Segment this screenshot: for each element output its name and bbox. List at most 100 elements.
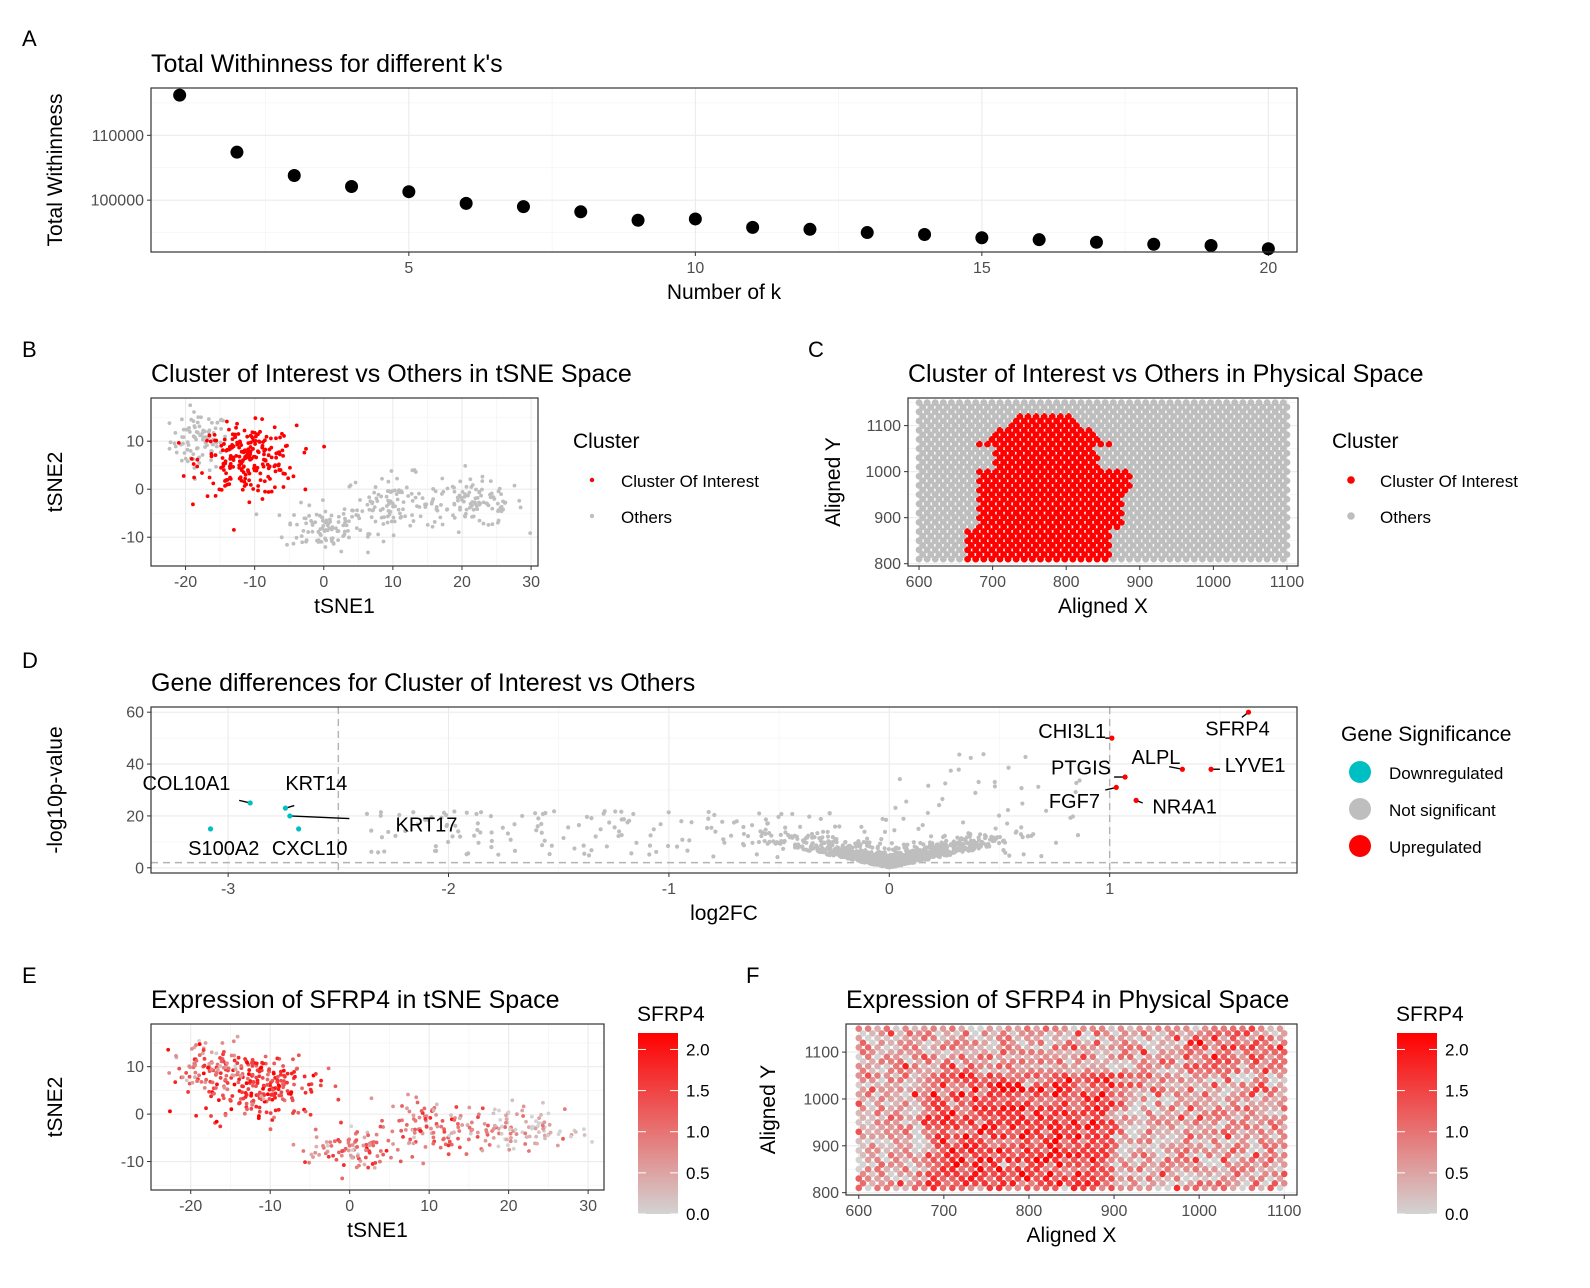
point bbox=[197, 1042, 202, 1047]
point bbox=[1081, 440, 1089, 448]
point bbox=[237, 1077, 242, 1082]
point bbox=[1261, 242, 1275, 256]
point bbox=[1259, 541, 1267, 549]
point bbox=[1202, 486, 1210, 494]
point bbox=[447, 1139, 452, 1144]
point bbox=[1259, 532, 1267, 540]
point bbox=[1137, 523, 1145, 531]
point bbox=[1243, 551, 1250, 558]
point bbox=[955, 835, 960, 840]
point bbox=[1231, 518, 1239, 526]
point bbox=[495, 520, 500, 525]
point bbox=[1052, 1119, 1059, 1126]
point bbox=[411, 1141, 416, 1146]
point bbox=[1126, 1147, 1134, 1154]
point bbox=[858, 848, 864, 853]
point bbox=[1085, 417, 1093, 425]
point bbox=[214, 444, 219, 449]
point bbox=[255, 1080, 260, 1085]
point bbox=[227, 482, 232, 487]
point bbox=[1081, 459, 1089, 466]
point bbox=[1196, 1170, 1204, 1178]
gene-label: ALPL bbox=[1131, 747, 1180, 769]
point bbox=[896, 855, 901, 860]
point bbox=[915, 463, 923, 471]
point bbox=[231, 444, 236, 449]
point bbox=[1093, 546, 1101, 554]
point bbox=[687, 838, 692, 843]
point bbox=[1158, 417, 1166, 425]
point bbox=[972, 472, 980, 480]
point bbox=[1093, 454, 1101, 462]
point bbox=[446, 1152, 451, 1157]
point bbox=[270, 1088, 275, 1092]
point bbox=[1028, 528, 1036, 535]
point bbox=[1170, 440, 1178, 448]
point bbox=[948, 472, 955, 480]
point bbox=[1279, 482, 1287, 489]
point bbox=[972, 1170, 979, 1178]
point bbox=[939, 1156, 947, 1164]
point bbox=[367, 1150, 372, 1155]
point bbox=[783, 825, 788, 830]
point bbox=[1101, 454, 1109, 462]
point bbox=[1223, 426, 1231, 434]
point bbox=[1093, 482, 1101, 489]
point bbox=[1134, 426, 1141, 434]
point bbox=[935, 468, 943, 476]
point bbox=[1046, 1123, 1054, 1131]
point bbox=[1198, 399, 1206, 407]
point bbox=[1056, 495, 1064, 503]
point bbox=[431, 1130, 436, 1135]
point bbox=[1121, 468, 1129, 476]
point bbox=[1097, 551, 1105, 558]
point bbox=[855, 1147, 863, 1154]
point bbox=[1000, 413, 1008, 420]
point bbox=[980, 436, 988, 443]
point bbox=[959, 449, 967, 457]
point bbox=[1008, 422, 1016, 430]
point bbox=[1145, 449, 1153, 457]
point bbox=[366, 1133, 371, 1138]
point bbox=[1239, 528, 1247, 535]
point bbox=[964, 417, 972, 425]
point bbox=[878, 1161, 886, 1168]
point bbox=[923, 491, 931, 499]
point bbox=[346, 1148, 351, 1153]
point bbox=[1280, 1151, 1288, 1159]
point bbox=[512, 483, 517, 488]
point bbox=[988, 408, 996, 416]
point bbox=[524, 1119, 528, 1124]
point bbox=[1142, 500, 1150, 508]
point bbox=[914, 856, 919, 861]
point bbox=[1113, 449, 1121, 457]
point bbox=[1150, 537, 1158, 545]
point bbox=[509, 1135, 513, 1140]
point bbox=[1117, 500, 1125, 508]
point bbox=[363, 1155, 368, 1160]
point bbox=[1271, 1170, 1279, 1178]
point bbox=[988, 500, 996, 508]
point bbox=[958, 1175, 966, 1182]
point bbox=[883, 1175, 891, 1182]
point bbox=[1149, 1161, 1157, 1168]
point bbox=[935, 477, 943, 485]
point bbox=[248, 1079, 253, 1083]
point bbox=[1226, 523, 1234, 531]
point bbox=[1192, 1184, 1200, 1192]
point bbox=[1004, 482, 1012, 489]
point bbox=[1173, 1137, 1181, 1145]
point bbox=[992, 403, 999, 411]
point bbox=[1283, 477, 1291, 485]
point bbox=[199, 1080, 204, 1084]
point bbox=[1018, 1123, 1026, 1131]
point bbox=[474, 487, 478, 492]
point bbox=[1201, 1184, 1209, 1192]
point bbox=[919, 505, 927, 512]
point bbox=[1056, 532, 1064, 540]
point bbox=[1101, 555, 1109, 563]
point bbox=[251, 487, 256, 491]
point bbox=[489, 845, 494, 850]
